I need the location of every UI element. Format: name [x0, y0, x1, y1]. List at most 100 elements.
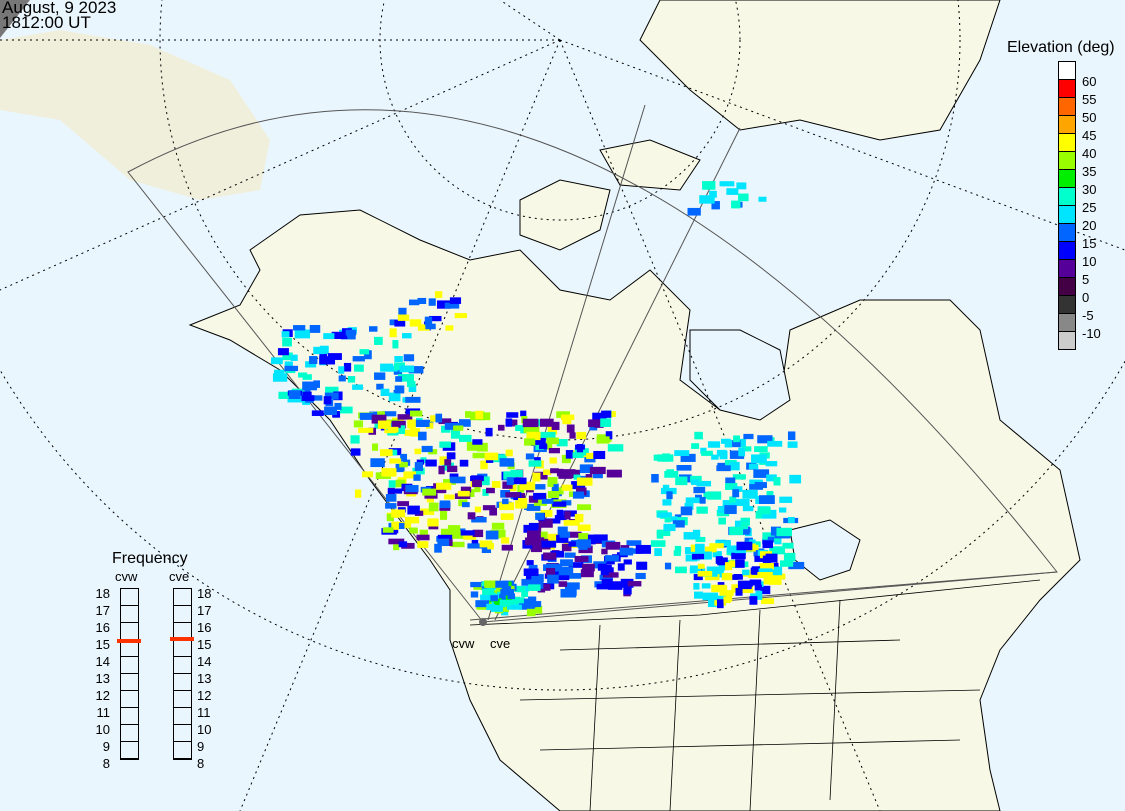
colorbar-label: 5 [1082, 272, 1090, 287]
scatter-cell [277, 348, 289, 356]
scatter-cell [513, 477, 527, 485]
scatter-cell [449, 476, 466, 484]
scatter-cell [721, 572, 733, 581]
colorbar-label: 55 [1082, 92, 1097, 107]
scatter-cell [731, 200, 741, 209]
scatter-cell [474, 483, 481, 493]
corner-shade [0, 0, 30, 38]
scatter-cell [409, 319, 422, 327]
frequency-tick: 18 [95, 586, 110, 601]
scatter-cell [766, 474, 777, 482]
scatter-cell [463, 532, 477, 540]
scatter-cell [662, 499, 672, 506]
scatter-cell [789, 474, 802, 484]
scatter-cell [757, 506, 771, 515]
scatter-cell [691, 553, 701, 560]
scatter-cell [470, 581, 482, 588]
scatter-cell [550, 468, 559, 474]
scatter-cell [600, 418, 612, 427]
scatter-cell [403, 471, 417, 479]
scatter-cell [767, 536, 775, 543]
scatter-cell [568, 541, 576, 547]
colorbar-label: 35 [1082, 164, 1097, 179]
scatter-cell [467, 543, 484, 549]
scatter-cell [528, 584, 541, 591]
scatter-cell [528, 460, 542, 467]
scatter-cell [548, 447, 560, 454]
scatter-cell [482, 505, 496, 511]
scatter-cell [353, 420, 364, 428]
scatter-cell [547, 477, 558, 485]
scatter-cell [743, 433, 754, 440]
scatter-cell [503, 471, 517, 480]
scatter-cell [748, 572, 758, 579]
scatter-cell [695, 543, 705, 553]
scatter-cell [685, 497, 701, 504]
scatter-cell [391, 509, 406, 518]
scatter-cell [717, 462, 726, 471]
scatter-cell [436, 482, 452, 490]
scatter-cell [733, 486, 743, 492]
scatter-cell [495, 584, 503, 592]
scatter-cell [415, 419, 430, 427]
scatter-cell [623, 586, 632, 595]
scatter-cell [397, 414, 413, 420]
scatter-cell [699, 195, 715, 204]
scatter-cell [444, 302, 460, 309]
scatter-cell [444, 459, 452, 466]
scatter-cell [737, 580, 752, 590]
scatter-cell [482, 588, 495, 595]
scatter-cell [543, 552, 557, 560]
scatter-cell [501, 586, 511, 593]
scatter-cell [574, 513, 584, 523]
scatter-cell [556, 574, 565, 581]
scatter-cell [697, 553, 705, 560]
scatter-cell [374, 372, 386, 380]
scatter-cell [757, 435, 773, 444]
scatter-cell [338, 375, 346, 382]
scatter-cell [405, 485, 419, 493]
scatter-cell [742, 569, 750, 576]
scatter-cell [526, 431, 541, 441]
scatter-cell [693, 574, 703, 581]
radar-site-marker [479, 618, 487, 626]
scatter-cell [738, 447, 746, 457]
scatter-cell [354, 489, 362, 498]
scatter-cell [776, 527, 792, 537]
scatter-cell [565, 573, 582, 579]
scatter-cell [343, 362, 352, 372]
scatter-cell [491, 522, 505, 530]
scatter-cell [690, 475, 702, 482]
colorbar-label: 0 [1082, 290, 1090, 305]
scatter-cell [416, 534, 430, 541]
scatter-cell [666, 469, 674, 476]
scatter-cell [417, 541, 429, 548]
scatter-cell [673, 550, 681, 556]
scatter-cell [512, 596, 521, 603]
scatter-cell [323, 333, 335, 340]
scatter-cell [394, 319, 406, 327]
scatter-cell [502, 481, 513, 489]
scatter-cell [787, 431, 796, 441]
scatter-cell [695, 536, 706, 543]
scatter-cell [605, 431, 613, 440]
scatter-cell [545, 568, 556, 577]
scatter-cell [352, 356, 365, 362]
scatter-cell [500, 490, 511, 498]
scatter-cell [354, 364, 364, 372]
scatter-cell [757, 572, 773, 578]
scatter-cell [779, 496, 793, 503]
scatter-cell [601, 548, 608, 555]
scatter-cell [578, 533, 589, 541]
scatter-cell [572, 452, 584, 459]
scatter-cell [413, 474, 421, 481]
scatter-cell [284, 361, 293, 369]
scatter-cell [675, 566, 687, 574]
scatter-cell [524, 503, 534, 511]
scatter-cell [589, 466, 606, 475]
scatter-cell [417, 324, 430, 331]
scatter-cell [403, 354, 415, 362]
scatter-cell [402, 333, 412, 339]
scatter-cell [449, 297, 462, 304]
scatter-cell [726, 545, 735, 553]
